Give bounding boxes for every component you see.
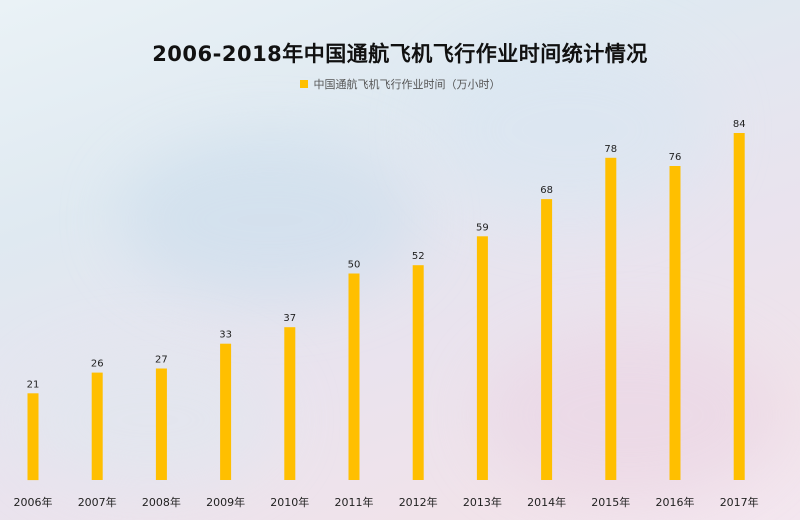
bar-value-label: 37 [283,313,296,324]
bar-2010年 [284,327,296,480]
x-tick-label: 2013年 [463,495,502,509]
x-tick-label: 2009年 [206,495,245,509]
x-tick-label: 2016年 [656,495,695,509]
bar-2008年 [155,368,167,480]
x-tick-label: 2006年 [14,495,53,509]
legend-label: 中国通航飞机飞行作业时间（万小时） [313,78,501,91]
bar-value-label: 33 [219,330,232,341]
x-tick-label: 2012年 [399,495,438,509]
background-blob [120,140,420,300]
x-tick-label: 2007年 [78,495,117,509]
bar-value-label: 78 [604,144,617,155]
bar-value-label: 21 [27,379,40,390]
bar-value-label: 50 [348,260,361,271]
bar-2013年 [476,236,488,480]
bar-value-label: 59 [476,222,489,233]
bar-value-label: 84 [733,119,746,130]
bar-value-label: 68 [540,185,553,196]
bar-2011年 [348,273,360,480]
bar-2017年 [733,133,745,480]
bar-2015年 [605,157,617,481]
x-tick-label: 2017年 [720,495,759,509]
background-blob [430,40,710,220]
bar-2016年 [669,166,681,480]
bar-2007年 [91,372,103,480]
x-tick-label: 2011年 [335,495,374,509]
bar-2009年 [220,343,232,480]
bar-value-label: 26 [91,359,104,370]
x-tick-label: 2014年 [527,495,566,509]
bar-2012年 [412,265,424,480]
x-tick-label: 2010年 [270,495,309,509]
bar-value-label: 27 [155,355,168,366]
legend-swatch [299,80,308,88]
chart-legend: 中国通航飞机飞行作业时间（万小时） [0,76,800,92]
x-tick-label: 2008年 [142,495,181,509]
bar-2006年 [27,393,39,481]
bar-2014年 [541,199,553,480]
background-blob [20,350,280,490]
background-blob [480,330,780,500]
x-tick-label: 2015年 [591,495,630,509]
bar-value-label: 76 [669,152,682,163]
bar-value-label: 52 [412,251,425,262]
chart-title: 2006-2018年中国通航飞机飞行作业时间统计情况 [152,42,648,66]
